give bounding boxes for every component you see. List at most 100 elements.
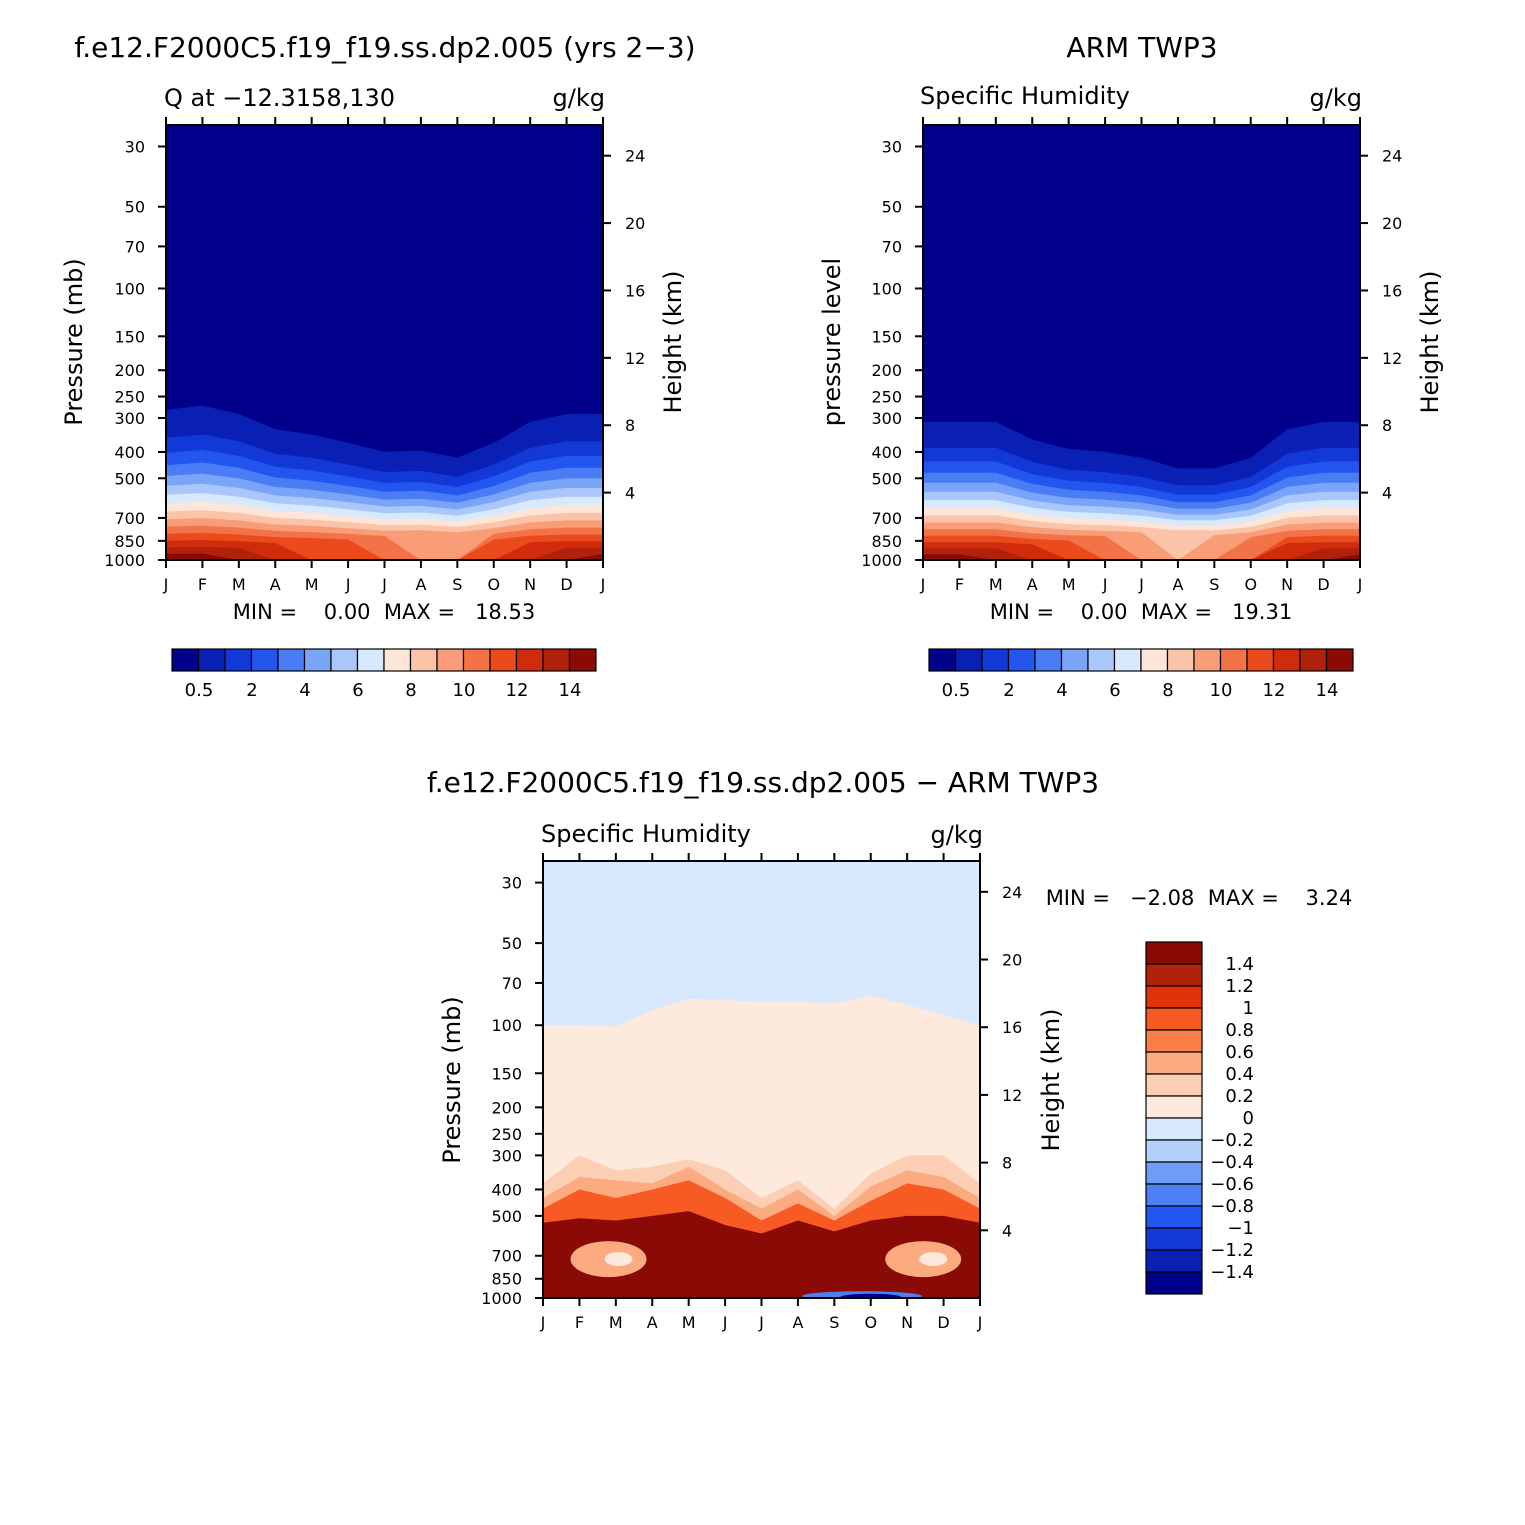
y-tick-label: 30 — [125, 137, 145, 156]
x-tick-label: S — [452, 575, 462, 594]
colorbar-label: −0.2 — [1210, 1130, 1254, 1151]
colorbar-swatch — [1145, 1249, 1203, 1273]
colorbar-swatch — [1145, 1007, 1203, 1031]
colorbar-swatch — [1113, 648, 1142, 672]
x-tick-label: M — [989, 575, 1003, 594]
colorbar-swatch — [1145, 985, 1203, 1009]
x-tick-label: M — [232, 575, 246, 594]
panel-title: ARM TWP3 — [1066, 31, 1217, 64]
panel-obs: ARM TWP3 Specific Humidity g/kg J F M A M J J A… — [818, 31, 1444, 701]
colorbar-label: 0.5 — [185, 680, 214, 701]
y2-tick-label: 8 — [1002, 1154, 1012, 1173]
x-tick-label: A — [270, 575, 281, 594]
x-tick-label: M — [305, 575, 319, 594]
colorbar-label: 0.2 — [1225, 1086, 1254, 1107]
colorbar-swatch — [1145, 1051, 1203, 1075]
units-label: g/kg — [931, 821, 983, 849]
y2-tick-label: 4 — [1382, 484, 1392, 503]
y-tick-label: 300 — [114, 409, 145, 428]
axis-ticks: J F M A M J J A S O N D J 30 50 70 100 150 200 250 300 400 500… — [104, 117, 645, 594]
colorbar-swatch — [356, 648, 385, 672]
colorbar-swatch — [171, 648, 200, 672]
min-max-stats: MIN = −2.08 MAX = 3.24 — [1046, 886, 1353, 910]
variable-label: Specific Humidity — [541, 820, 751, 848]
y-tick-label: 30 — [502, 874, 522, 893]
y-tick-label: 50 — [502, 934, 522, 953]
y2-tick-label: 24 — [1002, 883, 1022, 902]
y-tick-label: 70 — [502, 974, 522, 993]
contour-field — [923, 125, 1360, 560]
y2-tick-label: 16 — [1382, 281, 1402, 300]
colorbar-swatch — [1145, 1227, 1203, 1251]
y-tick-label: 850 — [491, 1270, 522, 1289]
units-label: g/kg — [553, 84, 605, 112]
colorbar-label: 1.4 — [1225, 954, 1254, 975]
y-tick-label: 700 — [491, 1247, 522, 1266]
y-tick-label: 850 — [871, 532, 902, 551]
colorbar-swatch — [1145, 1117, 1203, 1141]
colorbar-swatch — [1145, 1095, 1203, 1119]
colorbar-swatch — [568, 648, 597, 672]
y-tick-label: 1000 — [861, 551, 902, 570]
colorbar-label: 0.4 — [1225, 1064, 1254, 1085]
y-tick-label: 700 — [871, 509, 902, 528]
y-tick-label: 100 — [114, 279, 145, 298]
y-tick-label: 1000 — [481, 1289, 522, 1308]
x-tick-label: J — [163, 575, 169, 594]
colorbar-label: 10 — [453, 680, 476, 701]
axis-ticks: J F M A M J J A S O N D J 30 50 70 100 150 200 250 300 400 500… — [861, 117, 1402, 594]
panel-title: f.e12.F2000C5.f19_f19.ss.dp2.005 − ARM T… — [427, 766, 1099, 799]
y2-axis-label: Height (km) — [659, 271, 687, 414]
colorbar-swatch — [1145, 1029, 1203, 1053]
colorbar-swatch — [515, 648, 544, 672]
y-tick-label: 700 — [114, 509, 145, 528]
x-tick-label: A — [792, 1313, 803, 1332]
colorbar-swatch — [462, 648, 491, 672]
colorbar-swatch — [330, 648, 359, 672]
colorbar-label: −0.8 — [1210, 1196, 1254, 1217]
variable-label: Q at −12.3158,130 — [164, 84, 395, 112]
y-tick-label: 850 — [114, 532, 145, 551]
colorbar: 0.5 2 4 6 8 10 12 14 — [171, 648, 597, 701]
colorbar-swatch — [277, 648, 306, 672]
colorbar-swatch — [1140, 648, 1169, 672]
colorbar-swatch — [1325, 648, 1354, 672]
colorbar-swatch — [1034, 648, 1063, 672]
x-tick-label: J — [977, 1313, 983, 1332]
x-tick-label: J — [381, 575, 387, 594]
colorbar-label: 8 — [405, 680, 416, 701]
x-tick-label: A — [415, 575, 426, 594]
x-tick-label: J — [600, 575, 606, 594]
colorbar-swatch — [1246, 648, 1275, 672]
colorbar-swatch — [303, 648, 332, 672]
colorbar: 1.41.210.80.60.40.20−0.2−0.4−0.6−0.8−1−1… — [1145, 941, 1254, 1295]
y-tick-label: 150 — [114, 327, 145, 346]
y-tick-label: 400 — [114, 443, 145, 462]
colorbar-label: −0.4 — [1210, 1152, 1254, 1173]
y2-tick-label: 12 — [625, 349, 645, 368]
colorbar-label: 2 — [1003, 680, 1014, 701]
colorbar-swatch — [383, 648, 412, 672]
y2-tick-label: 20 — [625, 214, 645, 233]
x-tick-label: F — [575, 1313, 584, 1332]
panel-model: f.e12.F2000C5.f19_f19.ss.dp2.005 (yrs 2−… — [60, 31, 696, 701]
y-tick-label: 200 — [114, 361, 145, 380]
colorbar-swatch — [1166, 648, 1195, 672]
y-tick-label: 200 — [871, 361, 902, 380]
colorbar-swatch — [1299, 648, 1328, 672]
colorbar-swatch — [1087, 648, 1116, 672]
y2-axis-label: Height (km) — [1416, 271, 1444, 414]
colorbar-swatch — [542, 648, 571, 672]
colorbar-swatch — [224, 648, 253, 672]
colorbar-swatch — [1219, 648, 1248, 672]
colorbar-swatch — [1272, 648, 1301, 672]
x-tick-label: F — [198, 575, 207, 594]
y2-tick-label: 20 — [1002, 951, 1022, 970]
x-tick-label: A — [1172, 575, 1183, 594]
y-axis-label: Pressure (mb) — [60, 258, 88, 425]
x-tick-label: O — [864, 1313, 877, 1332]
colorbar-swatch — [1193, 648, 1222, 672]
colorbar-label: 8 — [1162, 680, 1173, 701]
y2-tick-label: 20 — [1382, 214, 1402, 233]
y-tick-label: 1000 — [104, 551, 145, 570]
